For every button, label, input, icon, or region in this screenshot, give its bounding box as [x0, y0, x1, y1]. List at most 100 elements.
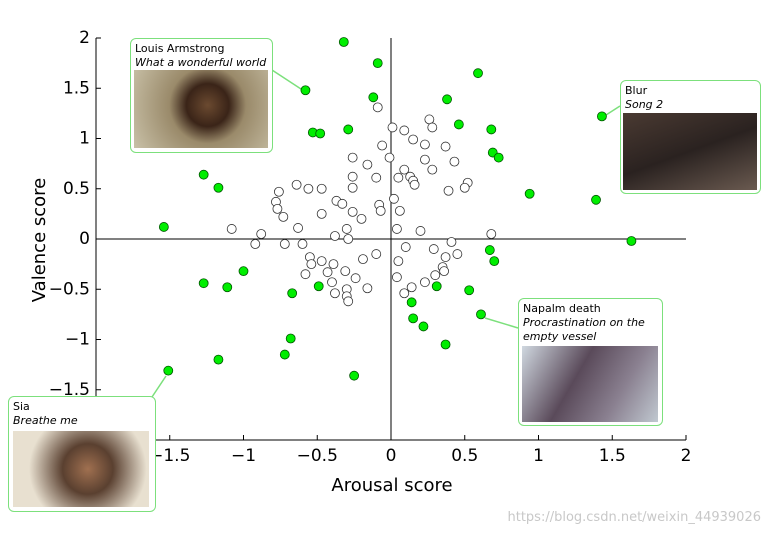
point	[377, 140, 388, 151]
point	[493, 152, 504, 163]
connector	[484, 317, 519, 329]
point	[278, 211, 289, 222]
x-tick-label: 2	[681, 446, 692, 466]
point	[371, 172, 382, 183]
x-tick-label: −0.5	[297, 446, 338, 466]
point	[391, 224, 402, 234]
thumbnail	[623, 113, 757, 190]
point	[222, 282, 233, 293]
point	[428, 244, 439, 254]
thumbnail	[13, 431, 149, 507]
point	[338, 37, 349, 47]
annotation-title: Sia	[13, 400, 30, 413]
point	[250, 239, 261, 249]
point	[427, 122, 438, 133]
point	[415, 226, 426, 236]
point	[347, 152, 358, 163]
point	[459, 182, 470, 193]
point	[327, 277, 337, 288]
point	[442, 94, 452, 105]
point	[198, 278, 209, 289]
point	[362, 159, 373, 170]
point	[322, 267, 333, 278]
point	[443, 185, 454, 196]
point	[330, 288, 340, 299]
point	[476, 309, 486, 320]
point	[449, 156, 460, 167]
point	[300, 269, 311, 280]
point	[440, 252, 451, 262]
point	[387, 122, 398, 133]
point	[293, 223, 303, 233]
point	[368, 92, 379, 103]
annotation: Blur Song 2	[620, 80, 761, 194]
point	[486, 229, 497, 239]
point	[226, 224, 237, 234]
point	[489, 256, 500, 267]
point	[372, 58, 383, 69]
point	[452, 249, 463, 259]
x-tick-label: −1.5	[149, 446, 190, 466]
annotation: Louis Armstrong What a wonderful world	[130, 38, 273, 153]
point	[198, 169, 209, 180]
point	[464, 285, 475, 296]
point	[484, 245, 495, 255]
point	[591, 194, 601, 205]
point	[371, 249, 382, 259]
point	[287, 288, 298, 299]
annotation-subtitle: What a wonderful world	[135, 56, 267, 69]
point	[256, 229, 267, 239]
point	[163, 365, 174, 376]
point	[350, 273, 361, 284]
point	[420, 154, 430, 165]
point	[409, 179, 420, 190]
point	[393, 172, 404, 183]
point	[420, 139, 430, 150]
point	[341, 224, 352, 234]
point	[213, 182, 224, 193]
watermark: https://blog.csdn.net/weixin_44939026	[507, 510, 761, 525]
annotation-subtitle: Procrastination on the empty vessel	[523, 316, 645, 343]
annotation-subtitle: Song 2	[625, 98, 664, 111]
x-tick-label: −1	[231, 446, 256, 466]
y-tick-label: 0	[79, 229, 90, 249]
y-tick-label: −0.5	[49, 279, 90, 299]
y-tick-label: 1.5	[63, 78, 90, 98]
axes: −1.5 −1 −0.5 0 0.5 1 1.5 2 −1.5 −1 −0.5 0 0.5 1 1.5 2	[49, 28, 692, 466]
point	[343, 296, 354, 307]
point	[406, 282, 417, 293]
point	[408, 134, 419, 145]
point	[524, 188, 535, 199]
point	[399, 125, 410, 136]
thumbnail	[522, 346, 658, 422]
point	[272, 203, 283, 214]
y-tick-label: 1	[79, 129, 90, 149]
x-axis-label: Arousal score	[331, 475, 452, 496]
point	[347, 182, 358, 193]
point	[453, 119, 464, 130]
point	[238, 266, 249, 277]
point	[330, 231, 340, 241]
point	[446, 237, 457, 247]
y-tick-label: −1	[65, 330, 90, 350]
point	[473, 68, 483, 79]
connector	[605, 105, 621, 116]
point	[420, 277, 430, 288]
point	[313, 281, 324, 292]
annotation-subtitle: Breathe me	[13, 414, 78, 427]
point	[389, 193, 399, 204]
point	[303, 183, 314, 194]
point	[427, 164, 438, 175]
point	[347, 171, 358, 182]
point	[343, 124, 354, 135]
point	[626, 236, 637, 246]
point	[316, 183, 327, 194]
point	[394, 205, 405, 216]
point	[279, 349, 290, 360]
annotation: Napalm death Procrastination on the empt…	[518, 298, 663, 426]
point	[486, 124, 497, 135]
annotation-title: Blur	[625, 84, 648, 97]
point	[356, 213, 367, 224]
point	[440, 141, 451, 152]
